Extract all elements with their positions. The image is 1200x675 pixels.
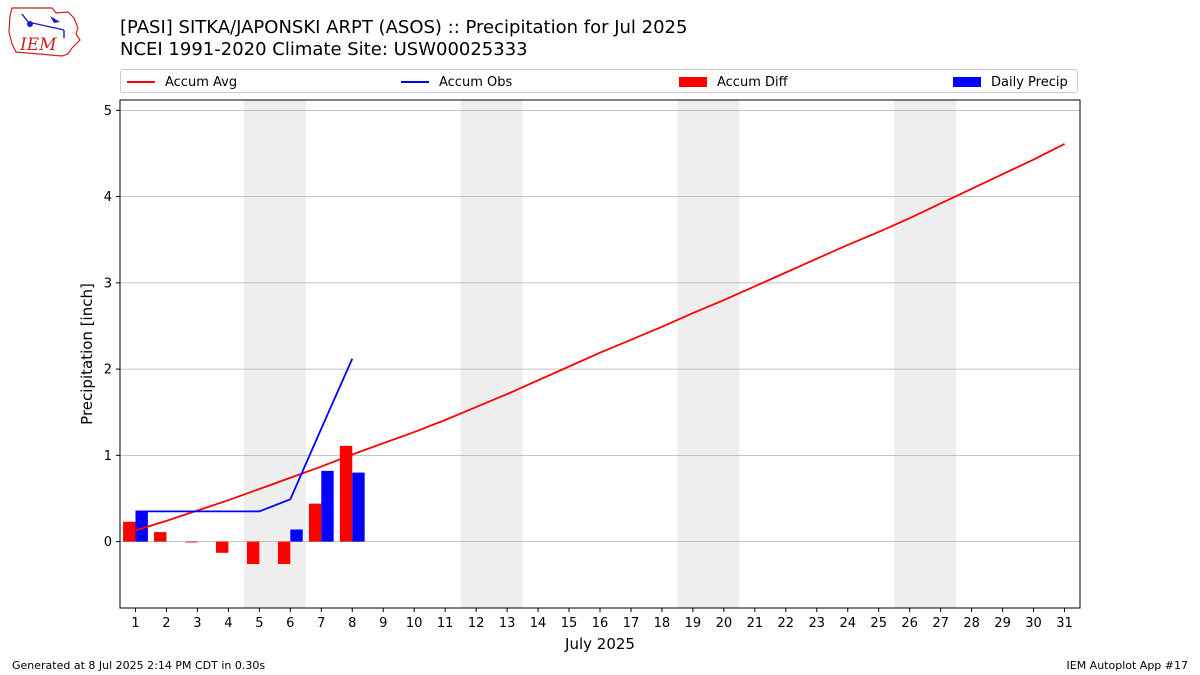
legend-swatch-accum-avg — [127, 81, 155, 83]
legend-label-accum-avg: Accum Avg — [165, 74, 238, 90]
x-tick-label-24: 24 — [839, 616, 856, 631]
x-tick-label-6: 6 — [286, 616, 294, 631]
x-tick-label-30: 30 — [1025, 616, 1042, 631]
accum-diff-bar-day-5 — [246, 541, 260, 565]
iem-logo: IEM — [8, 7, 81, 57]
x-tick-label-27: 27 — [932, 616, 949, 631]
x-tick-label-12: 12 — [468, 616, 485, 631]
y-tick-label-5: 5 — [104, 104, 112, 119]
legend-label-accum-obs: Accum Obs — [439, 74, 513, 90]
accum-diff-bar-day-3 — [185, 541, 198, 543]
accum-diff-bar-day-1 — [123, 521, 136, 542]
x-tick-label-16: 16 — [592, 616, 609, 631]
legend-item-accum-obs: Accum Obs — [401, 73, 512, 91]
x-tick-label-10: 10 — [406, 616, 423, 631]
x-tick-label-9: 9 — [379, 616, 387, 631]
daily-precip-bar-day-8 — [352, 472, 365, 542]
legend-label-daily-precip: Daily Precip — [991, 74, 1068, 90]
y-tick-label-1: 1 — [104, 449, 112, 464]
x-tick-label-3: 3 — [193, 616, 201, 631]
x-tick-label-15: 15 — [561, 616, 578, 631]
legend-item-accum-avg: Accum Avg — [127, 73, 237, 91]
accum-diff-bar-day-2 — [154, 532, 167, 542]
accum-obs-line — [135, 358, 354, 513]
x-tick-label-23: 23 — [809, 616, 826, 631]
x-tick-label-2: 2 — [162, 616, 170, 631]
x-tick-label-7: 7 — [317, 616, 325, 631]
x-tick-label-21: 21 — [747, 616, 764, 631]
legend-label-accum-diff: Accum Diff — [717, 74, 788, 90]
daily-precip-bar-day-7 — [321, 470, 334, 542]
y-axis-label: Precipitation [inch] — [78, 283, 96, 425]
weekend-shade-3 — [677, 100, 740, 608]
legend-swatch-daily-precip — [953, 77, 981, 87]
y-tick-label-0: 0 — [104, 535, 112, 550]
chart-title: [PASI] SITKA/JAPONSKI ARPT (ASOS) :: Pre… — [120, 17, 688, 38]
x-tick-label-29: 29 — [994, 616, 1011, 631]
legend-swatch-accum-diff — [679, 77, 707, 87]
accum-diff-bar-day-6 — [277, 541, 291, 565]
chart-subtitle: NCEI 1991-2020 Climate Site: USW00025333 — [120, 39, 528, 60]
y-tick-label-3: 3 — [104, 276, 112, 291]
autoplot-app-label: IEM Autoplot App #17 — [1066, 659, 1189, 672]
x-tick-label-20: 20 — [716, 616, 733, 631]
generated-timestamp: Generated at 8 Jul 2025 2:14 PM CDT in 0… — [12, 659, 266, 672]
daily-precip-bar-day-1 — [135, 511, 148, 542]
x-tick-label-4: 4 — [224, 616, 232, 631]
chart-legend: Accum Avg Accum Obs Accum Diff Daily Pre… — [120, 69, 1078, 93]
accum-avg-line — [135, 143, 1065, 532]
x-tick-label-11: 11 — [437, 616, 454, 631]
x-tick-label-26: 26 — [901, 616, 918, 631]
x-tick-label-18: 18 — [654, 616, 671, 631]
x-tick-label-17: 17 — [623, 616, 640, 631]
legend-swatch-accum-obs — [401, 81, 429, 83]
weekend-shade-1 — [243, 100, 306, 608]
iem-logo-text: IEM — [19, 35, 57, 55]
x-tick-label-28: 28 — [963, 616, 980, 631]
accum-diff-bar-day-7 — [308, 503, 322, 542]
weekend-shade-4 — [894, 100, 957, 608]
weekend-shade-2 — [460, 100, 523, 608]
y-tick-label-4: 4 — [104, 190, 112, 205]
x-tick-label-25: 25 — [870, 616, 887, 631]
x-tick-label-31: 31 — [1056, 616, 1073, 631]
x-tick-label-13: 13 — [499, 616, 516, 631]
legend-item-accum-diff: Accum Diff — [679, 73, 788, 91]
legend-item-daily-precip: Daily Precip — [953, 73, 1068, 91]
x-tick-label-22: 22 — [778, 616, 795, 631]
accum-diff-bar-day-8 — [339, 445, 353, 542]
y-tick-label-2: 2 — [104, 363, 112, 378]
x-tick-label-14: 14 — [530, 616, 547, 631]
x-tick-label-5: 5 — [255, 616, 263, 631]
x-axis-label: July 2025 — [564, 635, 635, 653]
x-tick-label-8: 8 — [348, 616, 356, 631]
daily-precip-bar-day-6 — [290, 529, 303, 542]
x-tick-label-1: 1 — [131, 616, 139, 631]
x-tick-label-19: 19 — [685, 616, 702, 631]
accum-diff-bar-day-4 — [216, 541, 229, 553]
